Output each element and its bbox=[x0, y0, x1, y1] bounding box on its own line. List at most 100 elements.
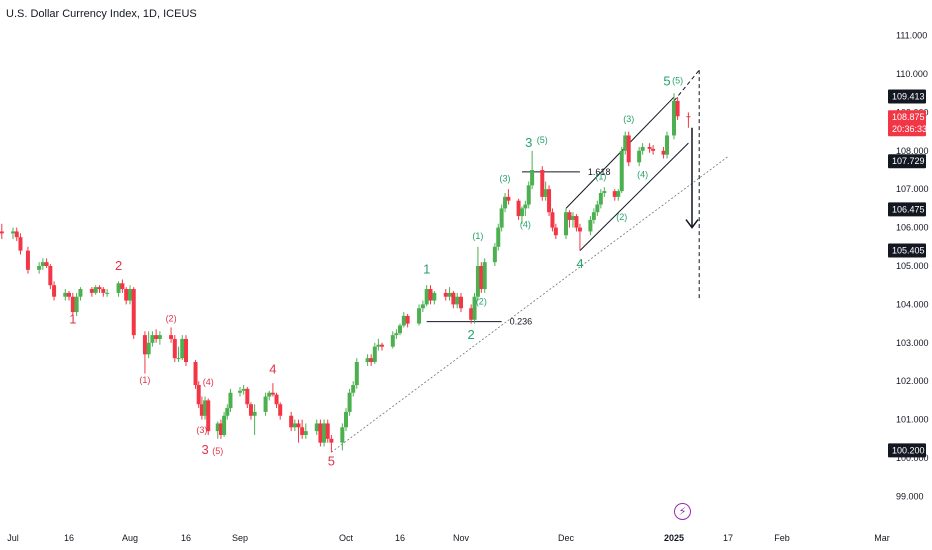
candle-body bbox=[142, 335, 147, 355]
y-tick-label: 111.000 bbox=[896, 31, 927, 41]
candle-body bbox=[351, 385, 356, 393]
candle-body bbox=[48, 266, 53, 286]
price-tag-label: 106.475 bbox=[892, 204, 925, 214]
candle-body bbox=[146, 342, 151, 355]
price-tag-label: 108.875 bbox=[892, 112, 925, 122]
price-tag-label: 107.729 bbox=[892, 156, 925, 166]
candle-body bbox=[369, 358, 374, 362]
x-tick-label: 2025 bbox=[664, 533, 684, 543]
candle-body bbox=[602, 191, 607, 194]
candle-body bbox=[14, 231, 19, 238]
candle-body bbox=[503, 196, 508, 209]
lightning-icon[interactable]: ⚡ bbox=[674, 503, 691, 520]
candle-body bbox=[661, 150, 666, 155]
candle-body bbox=[598, 193, 603, 205]
candle-body bbox=[496, 227, 501, 247]
wave-label: (4) bbox=[203, 377, 214, 387]
x-tick-label: Sep bbox=[232, 533, 248, 543]
candle-body bbox=[252, 411, 257, 416]
candle-body bbox=[97, 287, 102, 290]
wave-label: (2) bbox=[166, 314, 177, 324]
candle-body bbox=[376, 344, 381, 347]
trendline bbox=[331, 156, 729, 453]
candle-body bbox=[344, 411, 348, 428]
price-tag-label: 109.413 bbox=[892, 92, 925, 102]
candle-body bbox=[25, 250, 30, 270]
candle-body bbox=[432, 292, 437, 301]
candle-body bbox=[18, 237, 23, 251]
candle-body bbox=[196, 385, 201, 405]
candle-body bbox=[267, 392, 272, 397]
candle-body bbox=[37, 266, 42, 270]
candle-body bbox=[303, 431, 308, 435]
candle-body bbox=[553, 227, 558, 236]
candle-body bbox=[577, 227, 582, 232]
candle-body bbox=[482, 262, 487, 290]
wave-label: 2 bbox=[468, 327, 475, 342]
candle-body bbox=[120, 283, 125, 290]
candle-body bbox=[665, 135, 670, 155]
candle-body bbox=[172, 338, 177, 359]
x-tick-label: Mar bbox=[874, 533, 890, 543]
candle-body bbox=[459, 296, 463, 309]
wave-label: 5 bbox=[328, 454, 335, 469]
candle-body bbox=[263, 396, 268, 412]
candle-body bbox=[169, 335, 174, 339]
candle-body bbox=[451, 292, 456, 305]
x-tick-label: 16 bbox=[64, 533, 74, 543]
chart-title: U.S. Dollar Currency Index, 1D, ICEUS bbox=[6, 8, 197, 20]
candle-body bbox=[455, 296, 460, 305]
candle-body bbox=[154, 335, 159, 339]
candle-body bbox=[292, 423, 297, 428]
candle-body bbox=[176, 358, 181, 360]
candle-body bbox=[289, 415, 294, 428]
x-tick-label: Aug bbox=[122, 533, 138, 543]
candle-body bbox=[222, 415, 227, 435]
candle-body bbox=[347, 392, 352, 412]
candle-body bbox=[526, 185, 531, 205]
candle-body bbox=[588, 219, 593, 232]
candle-body bbox=[372, 346, 377, 362]
candle-body bbox=[623, 135, 628, 151]
candle-body bbox=[519, 208, 524, 217]
y-tick-label: 105.000 bbox=[896, 261, 929, 271]
candle-body bbox=[424, 289, 429, 305]
candle-body bbox=[67, 292, 71, 297]
candle-body bbox=[591, 212, 596, 220]
wave-label: (1) bbox=[595, 172, 606, 182]
candle-body bbox=[394, 333, 399, 336]
candle-body bbox=[547, 189, 552, 213]
candle-body bbox=[314, 423, 319, 432]
candle-body bbox=[248, 404, 253, 416]
candle-body bbox=[131, 289, 136, 336]
y-tick-label: 103.000 bbox=[896, 338, 929, 348]
candle-body bbox=[199, 404, 204, 416]
candle-body bbox=[238, 390, 242, 393]
candle-body bbox=[184, 338, 188, 362]
price-tag bbox=[888, 110, 926, 137]
y-tick-label: 108.000 bbox=[896, 146, 929, 156]
candle-body bbox=[70, 296, 75, 313]
x-tick-label: 16 bbox=[395, 533, 405, 543]
wave-label: (3) bbox=[500, 174, 511, 184]
x-tick-label: Jul bbox=[7, 533, 19, 543]
candle-body bbox=[543, 189, 548, 197]
candle-body bbox=[203, 400, 208, 416]
candle-body bbox=[595, 204, 600, 213]
candle-body bbox=[479, 266, 484, 290]
candle-body bbox=[270, 392, 275, 395]
price-tag-label: 105.405 bbox=[892, 245, 925, 255]
candle-body bbox=[93, 287, 98, 293]
candle-body bbox=[675, 100, 680, 117]
y-tick-label: 107.000 bbox=[896, 184, 929, 194]
fib-level-label: 1.618 bbox=[588, 167, 611, 177]
wave-label: (5) bbox=[212, 446, 223, 456]
wave-label: (3) bbox=[623, 114, 634, 124]
candle-body bbox=[325, 423, 330, 439]
price-tag bbox=[888, 243, 926, 258]
candle-body bbox=[564, 212, 568, 236]
candle-body bbox=[420, 304, 425, 309]
candle-body bbox=[472, 296, 477, 320]
candle-body bbox=[447, 292, 452, 297]
